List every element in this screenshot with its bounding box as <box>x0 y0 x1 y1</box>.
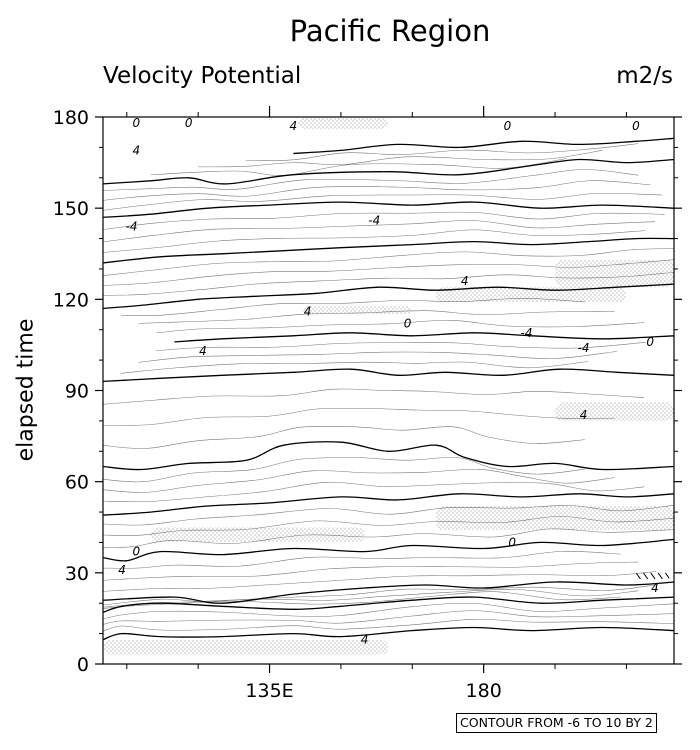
x-tick-label: 180 <box>466 680 502 702</box>
thin-contour-line <box>138 351 617 363</box>
thin-contour-line <box>103 571 657 592</box>
contour-label: 4 <box>290 119 298 133</box>
contour-label: 4 <box>132 143 140 157</box>
contour-label: 4 <box>461 274 469 288</box>
thin-contour-line <box>103 211 665 230</box>
thin-contour-line <box>156 320 645 334</box>
contour-label: 0 <box>132 545 140 559</box>
thin-contour-line <box>138 310 615 324</box>
stippled-region <box>436 505 674 531</box>
hatched-region <box>635 572 670 579</box>
contour-label: 4 <box>361 633 369 647</box>
thin-contour-line <box>103 505 674 526</box>
contour-label: 4 <box>651 581 659 595</box>
y-tick-label: 30 <box>65 563 89 585</box>
stippled-region <box>436 287 627 303</box>
y-tick-label: 180 <box>53 107 89 129</box>
stippled-region <box>555 402 674 421</box>
axes: 0 30 60 90 120 150 180 135E 180 <box>53 106 682 702</box>
thin-contour-line <box>103 220 656 243</box>
thin-contour-line <box>120 361 589 374</box>
contour-label: 4 <box>199 344 207 358</box>
shaded-regions <box>103 117 674 655</box>
thin-contour-line <box>103 229 646 253</box>
thin-contour-line <box>103 528 674 548</box>
thin-contour-line <box>198 150 603 168</box>
stippled-region <box>103 639 389 655</box>
stippled-region <box>150 527 365 543</box>
contour-footnote: CONTOUR FROM -6 TO 10 BY 2 <box>456 713 657 733</box>
chart-subtitle: Velocity Potential <box>103 63 302 89</box>
contour-label: 0 <box>132 116 140 130</box>
thin-contour-line <box>103 561 639 581</box>
thin-contour-line <box>156 342 646 351</box>
chart-title: Pacific Region <box>289 14 491 48</box>
y-tick-label: 150 <box>53 198 89 220</box>
contour-label: -4 <box>368 213 380 227</box>
thin-contour-line <box>103 481 645 503</box>
thin-contour-line <box>103 272 674 296</box>
thin-contour-line <box>120 298 585 316</box>
zero-contour-line <box>103 237 674 264</box>
thin-contour-line <box>103 457 585 483</box>
contour-label: 0 <box>404 317 412 331</box>
contour-label: 0 <box>508 535 516 549</box>
zero-contour-line <box>103 538 674 562</box>
contour-label: 0 <box>504 119 512 133</box>
thin-contour-line <box>103 248 674 276</box>
y-tick-label: 120 <box>53 289 89 311</box>
contour-label: 0 <box>632 119 640 133</box>
contour-label: 0 <box>185 116 193 130</box>
zero-contour-line <box>103 493 674 516</box>
contour-label: -4 <box>521 326 533 340</box>
thin-contour-line <box>103 388 645 405</box>
zero-contour-line <box>103 201 674 218</box>
contour-label: 4 <box>580 408 588 422</box>
zero-contour-line <box>293 137 674 155</box>
x-tick-label: 135E <box>245 680 293 702</box>
zero-contour-line <box>103 596 674 613</box>
thin-contour-line <box>103 610 674 625</box>
thin-contour-line <box>103 516 674 536</box>
units-label: m2/s <box>616 63 673 89</box>
zero-contour-line <box>174 332 674 343</box>
contour-label: 0 <box>646 335 654 349</box>
y-tick-label: 60 <box>65 472 89 494</box>
zero-contour-line <box>103 626 674 641</box>
contour-label: 4 <box>118 563 126 577</box>
contour-label: 4 <box>304 304 312 318</box>
zero-contour-line <box>103 441 674 471</box>
thin-contour-line <box>103 425 585 449</box>
zero-contour-line <box>103 581 674 604</box>
thin-contours <box>103 143 674 632</box>
thin-contour-line <box>103 584 657 606</box>
thin-contour-line <box>103 551 621 569</box>
thin-contour-line <box>103 468 615 493</box>
zero-contour-line <box>103 368 674 383</box>
thin-contour-line <box>103 180 651 201</box>
thin-contour-line <box>103 169 639 191</box>
thin-contour-line <box>103 589 639 608</box>
contour-label: -4 <box>126 219 138 233</box>
contour-label: -4 <box>578 341 590 355</box>
thin-contour-line <box>103 407 615 426</box>
thin-contour-line <box>103 619 674 632</box>
thin-contour-line <box>103 192 663 211</box>
zero-contour-line <box>103 158 674 185</box>
stippled-region <box>302 305 413 315</box>
y-tick-label: 90 <box>65 381 89 403</box>
zero-contour-line <box>103 283 674 310</box>
zero-contours <box>103 137 674 641</box>
thin-contour-line <box>103 591 621 609</box>
y-tick-label: 0 <box>77 654 89 676</box>
stippled-region <box>555 259 674 288</box>
thin-contour-line <box>103 602 674 620</box>
thin-contour-line <box>150 158 567 176</box>
stippled-region <box>298 117 389 130</box>
thin-contour-line <box>103 259 674 286</box>
thin-contour-line <box>245 143 639 161</box>
